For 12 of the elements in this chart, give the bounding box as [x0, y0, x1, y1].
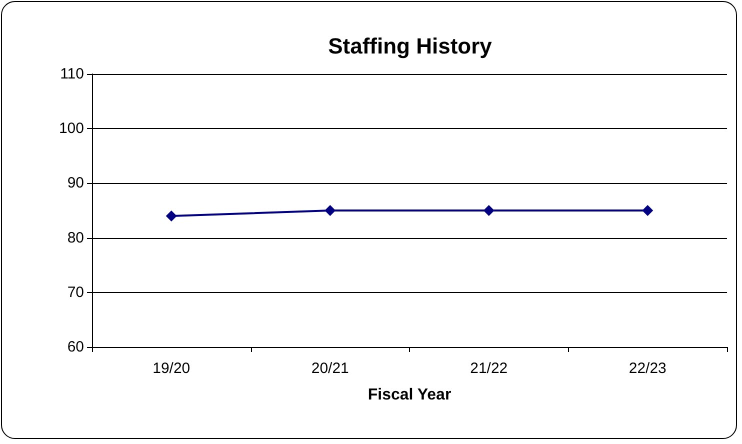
- y-tick-label: 60: [67, 338, 84, 356]
- y-tick-label: 80: [67, 229, 84, 246]
- y-tick-label: 110: [60, 66, 84, 82]
- x-axis-title: Fiscal Year: [368, 386, 452, 404]
- x-tick-label: 19/20: [152, 360, 190, 377]
- x-tick-label: 20/21: [311, 360, 349, 377]
- x-tick-label: 22/23: [628, 360, 666, 377]
- x-tick-label: 21/22: [470, 360, 508, 377]
- chart-title: Staffing History: [328, 34, 493, 58]
- y-tick-label: 70: [67, 284, 84, 301]
- y-tick-label: 90: [67, 174, 84, 192]
- y-tick-label: 100: [58, 120, 84, 138]
